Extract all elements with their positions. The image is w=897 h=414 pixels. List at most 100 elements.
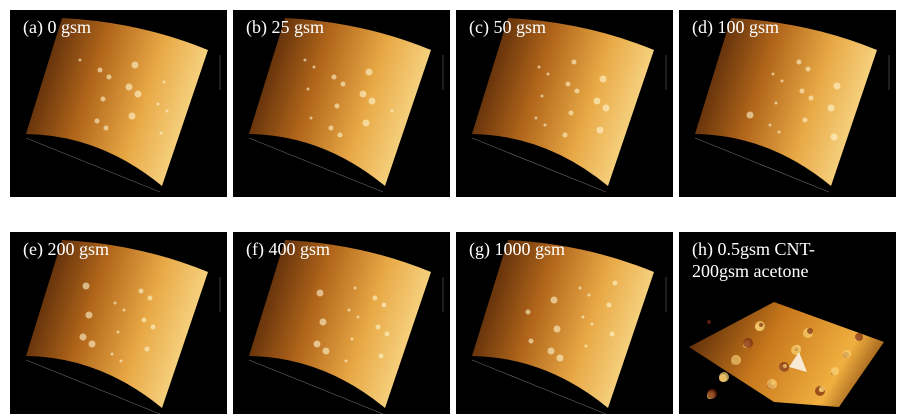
surface-feature [354, 287, 357, 290]
surface-feature [345, 360, 348, 363]
surface-feature [313, 66, 316, 69]
surface-feature [95, 119, 100, 124]
surface-feature [348, 309, 351, 312]
afm-panel: (c) 50 gsm [456, 10, 673, 197]
surface-feature [585, 345, 588, 348]
afm-panel: (h) 0.5gsm CNT-200gsm acetone [679, 232, 896, 414]
surface-feature [547, 73, 550, 76]
afm-panel: (d) 100 gsm [679, 10, 896, 197]
panel-label: (e) 200 gsm [23, 238, 213, 260]
surface-feature [554, 326, 561, 333]
surface-feature [610, 332, 615, 337]
surface-feature [834, 83, 841, 90]
surface-feature [89, 341, 96, 348]
surface-feature [314, 341, 321, 348]
surface-feature [538, 66, 541, 69]
curved-surface [249, 18, 431, 186]
afm-panel: (a) 0 gsm [10, 10, 227, 197]
surface-feature [320, 319, 327, 326]
surface-feature [607, 303, 612, 308]
surface-feature [707, 389, 717, 399]
surface-feature [329, 126, 334, 131]
surface-feature [572, 60, 577, 65]
surface-feature [323, 348, 330, 355]
panel-label: (c) 50 gsm [469, 16, 659, 38]
surface-feature [843, 350, 851, 358]
surface-feature [151, 325, 156, 330]
surface-feature [526, 310, 531, 315]
surface-feature [566, 82, 571, 87]
surface-image [233, 10, 450, 197]
surface-feature [582, 316, 585, 319]
afm-panel: (g) 1000 gsm [456, 232, 673, 414]
surface-feature [163, 81, 166, 84]
curved-surface [26, 18, 208, 186]
surface-feature [783, 364, 787, 368]
surface-feature [563, 133, 568, 138]
surface-feature [731, 355, 741, 365]
panel-label: (a) 0 gsm [23, 16, 213, 38]
surface-feature [126, 84, 133, 91]
surface-feature [357, 316, 360, 319]
surface-feature [98, 68, 103, 73]
surface-feature [307, 88, 310, 91]
surface-feature [135, 91, 142, 98]
surface-feature [831, 134, 838, 141]
afm-panel: (e) 200 gsm [10, 232, 227, 414]
surface-feature [569, 111, 574, 116]
surface-feature [743, 338, 753, 348]
curved-surface [472, 18, 654, 186]
surface-feature [529, 339, 534, 344]
surface-feature [551, 297, 558, 304]
surface-feature [759, 323, 763, 327]
surface-feature [86, 312, 93, 319]
afm-panel: (b) 25 gsm [233, 10, 450, 197]
surface-feature [363, 120, 370, 127]
page: {"panels": [ {"label": "(a) 0 gsm"}, {"l… [0, 0, 897, 414]
surface-feature [341, 82, 346, 87]
surface-feature [747, 112, 754, 119]
surface-feature [304, 59, 307, 62]
surface-feature [382, 303, 387, 308]
surface-feature [800, 89, 805, 94]
surface-feature [79, 59, 82, 62]
surface-feature [373, 296, 378, 301]
surface-feature [338, 133, 343, 138]
surface-feature [132, 62, 139, 69]
surface-feature [772, 73, 775, 76]
surface-feature [541, 95, 544, 98]
surface-image [10, 10, 227, 197]
surface-feature [771, 381, 775, 385]
surface-feature [828, 105, 835, 112]
surface-feature [157, 103, 160, 106]
surface-feature [588, 294, 591, 297]
surface-feature [123, 309, 126, 312]
panel-label: (g) 1000 gsm [469, 238, 659, 260]
surface-feature [351, 338, 354, 341]
surface-image [456, 10, 673, 197]
surface-feature [535, 117, 538, 120]
panel-label: (f) 400 gsm [246, 238, 436, 260]
surface-feature [332, 75, 337, 80]
surface-feature [557, 355, 564, 362]
curved-surface [472, 240, 654, 408]
surface-feature [548, 348, 555, 355]
curved-surface [26, 240, 208, 408]
surface-feature [603, 105, 610, 112]
surface-feature [781, 80, 784, 83]
surface-feature [111, 353, 114, 356]
surface-feature [317, 290, 324, 297]
curved-surface [249, 240, 431, 408]
surface-feature [809, 96, 814, 101]
surface-feature [795, 345, 801, 351]
surface-feature [166, 110, 169, 113]
surface-feature [310, 117, 313, 120]
surface-feature [544, 124, 547, 127]
rough-surface [689, 302, 884, 407]
surface-feature [83, 283, 90, 290]
surface-feature [117, 331, 120, 334]
surface-feature [360, 91, 367, 98]
surface-image [679, 10, 896, 197]
surface-feature [819, 386, 825, 392]
surface-feature [797, 60, 802, 65]
